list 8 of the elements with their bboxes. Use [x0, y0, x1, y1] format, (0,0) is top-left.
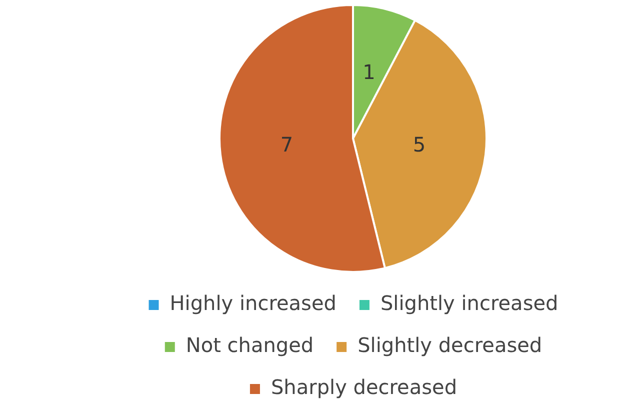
data-label: 1: [362, 60, 376, 84]
legend-label: Sharply decreased: [270, 375, 458, 400]
legend-label: Highly increased: [170, 291, 336, 316]
data-label: 7: [280, 132, 294, 157]
data-label: 5: [412, 132, 426, 157]
legend-label: Not changed: [186, 333, 314, 358]
legend-label: Slightly decreased: [358, 333, 542, 358]
legend-label: Slightly increased: [380, 291, 558, 316]
